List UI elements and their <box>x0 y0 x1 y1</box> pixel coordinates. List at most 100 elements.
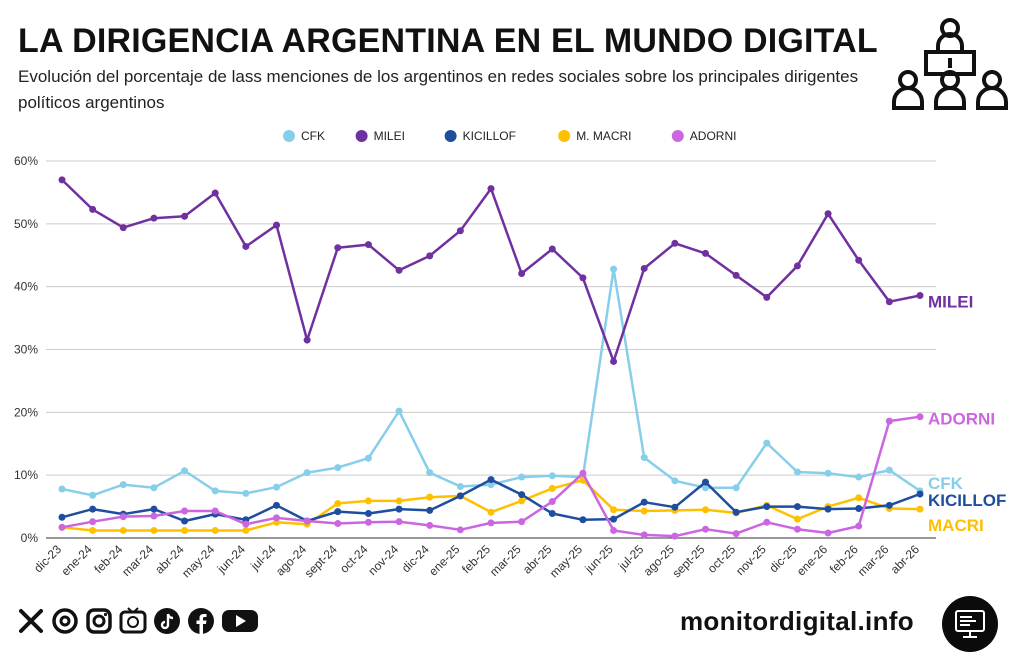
data-point <box>303 336 311 344</box>
data-point <box>426 521 434 529</box>
chart-title: LA DIRIGENCIA ARGENTINA EN EL MUNDO DIGI… <box>18 22 878 60</box>
data-point <box>211 189 219 197</box>
data-point <box>487 185 495 193</box>
data-point <box>671 239 679 247</box>
data-point <box>916 291 924 299</box>
series-end-label: KICILLOF <box>928 491 1006 510</box>
data-point <box>702 478 709 486</box>
y-tick-label: 30% <box>14 343 38 357</box>
legend-swatch <box>558 130 571 142</box>
legend-label: CFK <box>301 129 325 143</box>
data-point <box>58 523 66 531</box>
x-tick-label: nov-25 <box>733 542 769 578</box>
data-point <box>824 529 832 537</box>
data-point <box>181 526 189 534</box>
data-point <box>150 512 158 520</box>
data-point <box>702 506 709 514</box>
x-tick-label: sept-25 <box>669 542 707 580</box>
x-tick-label: abr-26 <box>888 542 923 577</box>
x-tick-label: ene-25 <box>426 542 463 579</box>
data-point <box>426 252 434 260</box>
legend-swatch <box>444 130 457 142</box>
y-tick-label: 40% <box>14 280 38 294</box>
data-point <box>610 357 618 365</box>
data-point <box>579 469 587 477</box>
data-point <box>487 476 495 484</box>
data-point <box>334 520 342 528</box>
data-point <box>916 505 924 513</box>
data-point <box>916 490 924 498</box>
tiktok-icon[interactable] <box>152 606 182 636</box>
data-point <box>855 473 863 481</box>
data-point <box>916 413 924 421</box>
data-point <box>793 525 801 533</box>
data-point <box>518 269 526 277</box>
data-point <box>671 477 679 485</box>
data-point <box>610 515 618 523</box>
data-point <box>702 525 709 533</box>
y-tick-label: 50% <box>14 217 38 231</box>
data-point <box>763 439 771 447</box>
data-point <box>58 513 66 521</box>
x-tick-label: mar-25 <box>487 542 524 579</box>
data-point <box>181 212 189 220</box>
x-tick-label: oct-24 <box>337 542 371 576</box>
facebook-icon[interactable] <box>186 606 216 636</box>
data-point <box>610 506 618 514</box>
data-point <box>732 530 740 538</box>
data-point <box>885 501 893 509</box>
data-point <box>640 507 648 515</box>
data-point <box>89 518 97 526</box>
data-point <box>395 497 403 505</box>
data-point <box>426 493 434 501</box>
line-chart: 0%10%20%30%40%50%60%dic-23ene-24feb-24ma… <box>14 129 1006 580</box>
data-point <box>640 264 648 272</box>
data-point <box>364 454 372 462</box>
data-point <box>181 517 189 525</box>
data-point <box>456 526 464 534</box>
data-point <box>181 507 189 515</box>
data-point <box>763 293 771 301</box>
legend-label: MILEI <box>374 129 405 143</box>
data-point <box>119 224 127 232</box>
data-point <box>518 497 526 505</box>
legend-label: KICILLOF <box>463 129 516 143</box>
data-point <box>395 407 403 415</box>
data-point <box>242 520 250 528</box>
data-point <box>548 484 556 492</box>
youtube-icon[interactable] <box>220 606 260 636</box>
data-point <box>702 249 709 257</box>
data-point <box>518 473 526 481</box>
data-point <box>89 205 97 213</box>
y-tick-label: 10% <box>14 468 38 482</box>
data-point <box>548 472 556 480</box>
data-point <box>334 244 342 252</box>
data-point <box>58 176 66 184</box>
instagram-icon[interactable] <box>84 606 114 636</box>
data-point <box>640 498 648 506</box>
x-icon[interactable] <box>16 606 46 636</box>
data-point <box>885 298 893 306</box>
legend-label: M. MACRI <box>576 129 631 143</box>
data-point <box>487 508 495 516</box>
data-point <box>671 503 679 511</box>
x-tick-label: may-24 <box>179 542 217 580</box>
data-point <box>732 484 740 492</box>
site-url[interactable]: monitordigital.info <box>680 606 914 636</box>
threads-icon[interactable] <box>50 606 80 636</box>
data-point <box>58 485 66 493</box>
data-point <box>303 469 311 477</box>
legend-swatch <box>671 130 684 142</box>
tv-icon[interactable] <box>118 606 148 636</box>
data-point <box>273 514 280 522</box>
x-tick-label: mar-24 <box>119 542 156 579</box>
x-tick-label: ene-26 <box>794 542 831 579</box>
data-point <box>211 487 219 495</box>
x-tick-label: sept-24 <box>302 542 340 580</box>
data-point <box>640 531 648 539</box>
data-point <box>119 481 127 489</box>
data-point <box>824 469 832 477</box>
series-line <box>61 179 921 363</box>
x-tick-label: nov-24 <box>365 542 401 578</box>
data-point <box>181 467 189 475</box>
